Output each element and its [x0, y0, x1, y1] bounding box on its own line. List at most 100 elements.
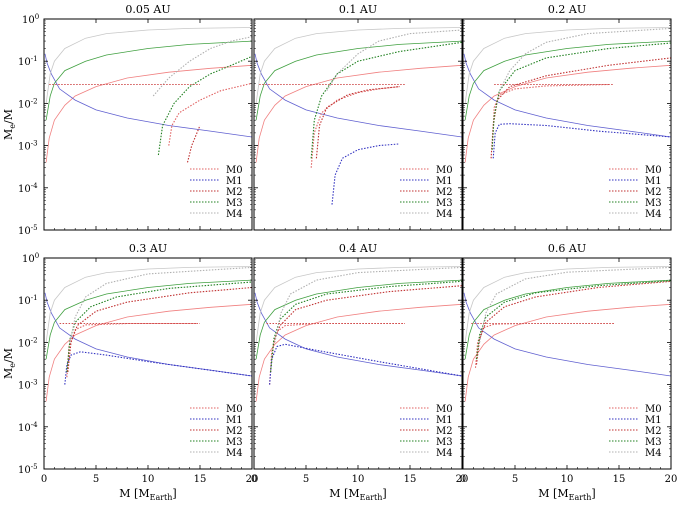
reference-curve-solid-blue: [254, 292, 462, 377]
legend-label-m4: M4: [436, 448, 453, 459]
legend-label-m0: M0: [436, 165, 453, 176]
legend-label-m4: M4: [645, 209, 662, 220]
series-line-m1: [492, 123, 671, 159]
series-line-m3: [157, 55, 252, 156]
panel-title: 0.05 AU: [125, 3, 170, 16]
panel-curves: [463, 266, 671, 402]
legend-label-m0: M0: [226, 165, 243, 176]
reference-curve-solid-red: [45, 303, 252, 402]
legend-label-m2: M2: [436, 426, 453, 437]
panel-frame: [253, 18, 463, 231]
panel-curves: [44, 266, 252, 402]
x-tick-label: 0: [460, 474, 466, 485]
series-line-m3: [270, 280, 462, 372]
series-line-m3: [66, 281, 252, 372]
legend-label-m1: M1: [645, 415, 662, 426]
legend-label-m3: M3: [645, 437, 662, 448]
reference-curve-solid-green: [45, 279, 252, 360]
y-tick-label: 100: [22, 252, 39, 265]
y-axis-label: Me/M: [2, 348, 17, 379]
reference-curve-solid-blue: [254, 53, 462, 138]
x-tick-label: 10: [352, 474, 365, 485]
reference-curve-solid-gray: [255, 266, 462, 343]
series-line-m2: [67, 286, 252, 372]
panel-title: 0.2 AU: [548, 3, 586, 16]
x-tick-label: 0: [41, 474, 47, 485]
y-axis-label: Me/M: [2, 109, 17, 140]
series-line-m4: [326, 29, 462, 91]
legend-label-m1: M1: [226, 176, 243, 187]
panel-title: 0.1 AU: [339, 3, 377, 16]
x-tick-label: 20: [665, 474, 678, 485]
x-tick-label: 10: [561, 474, 574, 485]
reference-curve-solid-green: [255, 279, 462, 360]
legend-label-m1: M1: [436, 176, 453, 187]
series-line-m3: [310, 41, 462, 159]
reference-curve-solid-gray: [464, 266, 671, 343]
panel-frame: [43, 18, 253, 231]
series-line-m2: [315, 86, 400, 159]
panel-title: 0.6 AU: [548, 242, 586, 255]
series-line-m0: [491, 83, 609, 150]
legend-label-m4: M4: [645, 448, 662, 459]
legend-label-m3: M3: [436, 198, 453, 209]
panel-curves: [44, 27, 252, 163]
reference-curve-solid-blue: [463, 53, 671, 138]
legend-label-m0: M0: [226, 404, 243, 415]
legend-label-m0: M0: [436, 404, 453, 415]
reference-curve-solid-blue: [44, 53, 252, 138]
series-line-m4: [69, 266, 252, 343]
reference-curve-solid-gray: [45, 266, 252, 343]
y-tick-label: 10-1: [18, 294, 38, 307]
panel-title: 0.3 AU: [129, 242, 167, 255]
reference-curve-solid-blue: [463, 292, 671, 377]
legend-label-m3: M3: [645, 198, 662, 209]
y-tick-label: 10-5: [18, 463, 38, 476]
x-axis-label: M [MEarth]: [329, 487, 386, 502]
series-line-m2: [490, 57, 671, 159]
legend-label-m2: M2: [645, 426, 662, 437]
x-axis-label: M [MEarth]: [119, 487, 176, 502]
panel-curves: [254, 27, 462, 205]
panel-curves: [463, 27, 671, 163]
series-line-m2: [475, 280, 671, 365]
x-tick-label: 0: [251, 474, 257, 485]
series-line-m4: [498, 27, 671, 91]
y-tick-label: 10-3: [18, 140, 38, 153]
legend-label-m1: M1: [226, 415, 243, 426]
series-line-m2: [186, 125, 201, 163]
reference-curve-solid-gray: [464, 27, 671, 104]
panel-curves: [254, 266, 462, 402]
series-line-m0: [66, 322, 200, 378]
x-tick-label: 5: [512, 474, 518, 485]
legend-label-m3: M3: [226, 198, 243, 209]
series-line-m0: [310, 86, 400, 168]
series-line-m1: [64, 351, 252, 385]
legend-label-m4: M4: [226, 448, 243, 459]
panel-frame: [253, 257, 463, 470]
legend-label-m0: M0: [645, 404, 662, 415]
x-tick-label: 15: [194, 474, 207, 485]
series-line-m1: [269, 343, 462, 385]
series-line-m2: [270, 285, 462, 372]
legend-label-m3: M3: [436, 437, 453, 448]
series-line-m0: [168, 82, 252, 146]
x-tick-label: 20: [246, 474, 259, 485]
series-line-m3: [491, 42, 671, 150]
series-line-m4: [274, 266, 462, 343]
reference-curve-solid-red: [464, 64, 671, 163]
legend-label-m1: M1: [645, 176, 662, 187]
legend-label-m0: M0: [645, 165, 662, 176]
legend-label-m2: M2: [645, 187, 662, 198]
y-tick-label: 10-4: [18, 182, 38, 195]
reference-curve-solid-red: [255, 303, 462, 402]
